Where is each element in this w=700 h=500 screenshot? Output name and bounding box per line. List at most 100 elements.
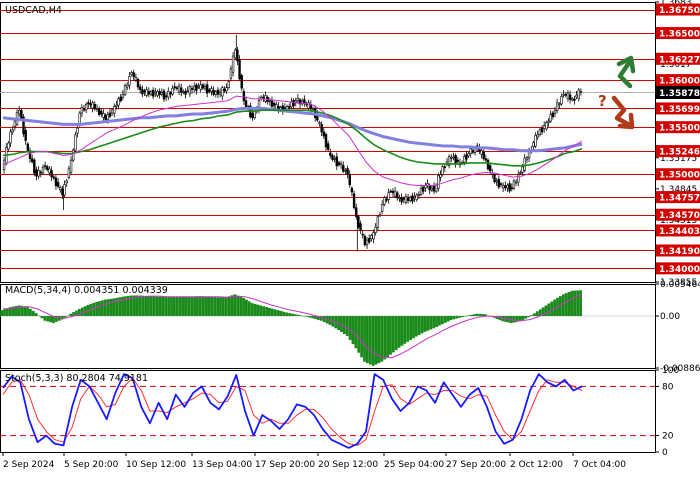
candle — [227, 79, 230, 90]
candle — [376, 214, 380, 232]
candle — [352, 190, 356, 210]
candle-body-down — [422, 186, 425, 192]
candle-body-down — [175, 87, 179, 89]
candle — [91, 100, 94, 113]
macd-histogram-bar — [446, 316, 450, 322]
macd-histogram-bar — [423, 316, 427, 332]
level-label-box — [656, 121, 700, 134]
candle — [30, 154, 34, 164]
candle — [534, 132, 537, 148]
candle — [214, 89, 218, 98]
stochastic-panel[interactable]: 100 80 20 0 — [0, 366, 679, 458]
candle-body-up — [307, 102, 310, 109]
macd-histogram-bar — [412, 316, 415, 339]
candle — [24, 126, 27, 145]
macd-histogram-bar — [262, 306, 266, 317]
macd-histogram-bar — [75, 310, 78, 317]
candle — [402, 196, 405, 204]
macd-histogram-bar — [481, 314, 485, 317]
candle-body-down — [488, 165, 492, 172]
macd-histogram-bar — [40, 316, 44, 319]
candle — [97, 106, 101, 117]
candle-body-up — [221, 87, 224, 97]
macd-histogram-bar — [34, 313, 38, 317]
candle-body-up — [102, 113, 105, 118]
macd-histogram-bar — [285, 312, 289, 317]
candle — [128, 72, 131, 90]
macd-histogram-bar — [570, 290, 574, 317]
macd-axis-label: -0.008868 — [660, 364, 700, 374]
candle-body-up — [117, 98, 120, 106]
candle-body-down — [26, 143, 30, 152]
candle-body-up — [532, 142, 535, 148]
candle-body-up — [59, 187, 62, 191]
candle — [138, 83, 142, 94]
candle — [95, 104, 99, 112]
candle — [52, 174, 55, 180]
candle — [538, 128, 542, 137]
candle — [452, 152, 455, 161]
candle-body-down — [270, 100, 274, 107]
macd-histogram-bar — [498, 316, 502, 321]
candle-body-up — [579, 91, 583, 93]
candle — [65, 179, 68, 187]
candle-body-up — [69, 159, 73, 173]
macd-histogram-bar — [236, 295, 240, 317]
candle-body-down — [499, 183, 503, 185]
current-price-label: 1.35878 — [659, 89, 700, 99]
macd-histogram-bar — [576, 290, 580, 317]
macd-histogram-bar — [394, 316, 398, 351]
macd-histogram-bar — [308, 316, 312, 318]
candle-body-up — [234, 49, 237, 59]
level-label-box — [656, 102, 700, 115]
candle-body-up — [467, 153, 470, 157]
level-label: 1.35000 — [659, 171, 700, 181]
macd-histogram-bar — [49, 316, 52, 323]
macd-panel[interactable]: 0.005464 0.00 -0.008868 — [0, 280, 700, 374]
candle-body-down — [104, 114, 107, 120]
candle-body-up — [549, 114, 552, 122]
candle — [454, 153, 457, 168]
macd-histogram-bar — [239, 296, 243, 317]
macd-histogram-bar — [386, 316, 389, 358]
candle-body-up — [447, 155, 451, 166]
candle-body-down — [251, 113, 254, 119]
stoch-axis-label: 20 — [662, 432, 674, 442]
candle-body-up — [558, 103, 561, 106]
macd-histogram-bar — [273, 309, 277, 317]
macd-axis-label: 0.00 — [660, 312, 680, 322]
macd-histogram-bar — [461, 316, 464, 318]
candle-body-down — [119, 96, 122, 101]
candle — [540, 125, 544, 135]
level-label: 1.35500 — [659, 124, 700, 134]
candle-body-up — [283, 107, 287, 109]
candle-body-down — [138, 86, 142, 90]
question-mark-icon: ? — [598, 92, 607, 110]
candle — [450, 154, 453, 163]
stoch-signal-line — [2, 377, 583, 446]
candle — [348, 170, 351, 188]
candle-body-up — [387, 192, 390, 200]
macd-histogram-bar — [438, 316, 441, 326]
candle — [74, 131, 77, 154]
macd-histogram-bar — [518, 316, 522, 322]
candle — [363, 234, 367, 247]
macd-histogram-bar — [319, 316, 323, 321]
macd-histogram-bar — [129, 295, 133, 317]
candle — [335, 152, 338, 170]
macd-histogram-bar — [541, 307, 545, 317]
candle — [89, 99, 92, 108]
candle-body-down — [238, 59, 241, 80]
candle — [72, 148, 75, 162]
candle-body-down — [147, 91, 151, 95]
candle-body-down — [508, 183, 511, 192]
candle — [385, 196, 388, 203]
candle-body-up — [123, 85, 127, 95]
candle-body-down — [46, 166, 49, 170]
main-price-panel[interactable]: 1.36831.36171.35521.351751.348451.345151… — [0, 0, 700, 288]
candle-body-up — [63, 184, 66, 196]
candle — [320, 121, 323, 137]
candle-body-up — [480, 150, 483, 155]
candle — [69, 155, 73, 176]
macd-histogram-bar — [80, 307, 84, 317]
